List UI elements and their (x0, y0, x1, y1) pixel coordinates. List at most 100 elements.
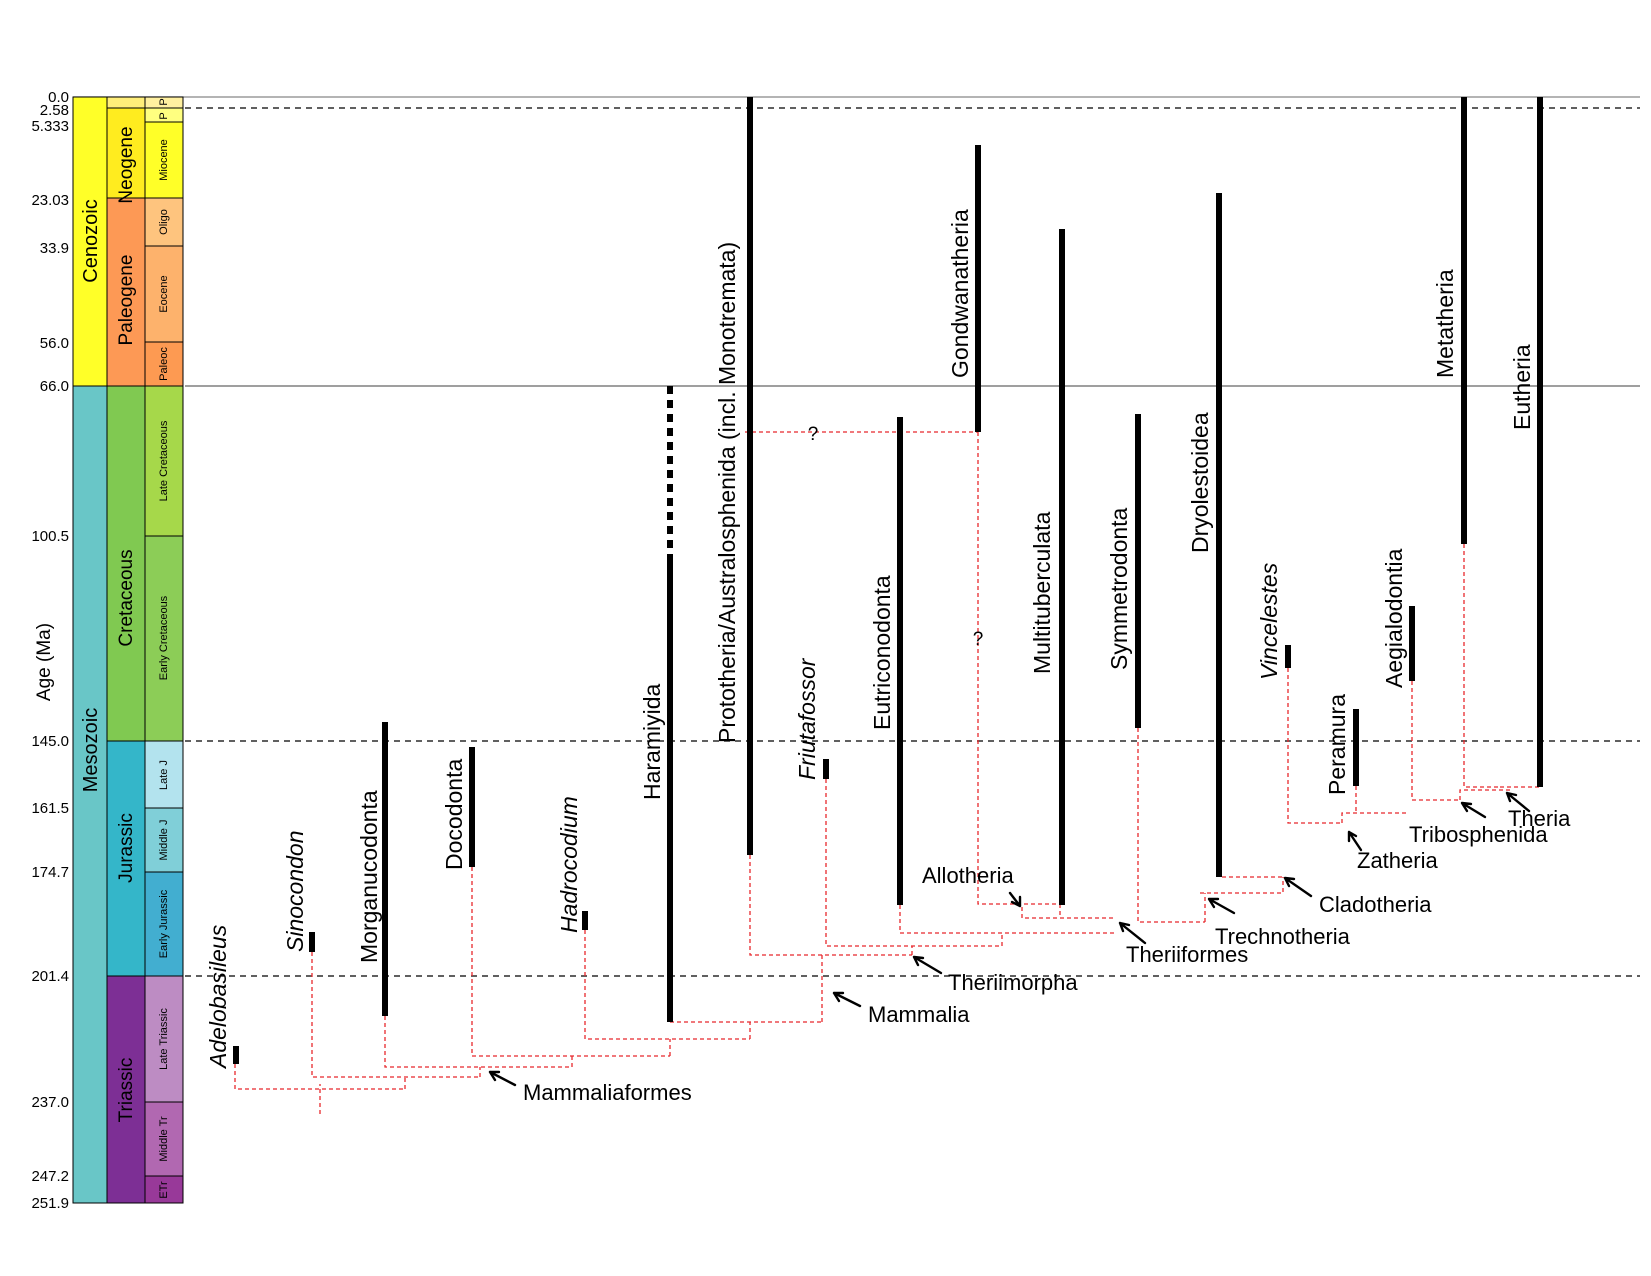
period-triassic-box (106, 975, 146, 1204)
period-jurassic-label: Jurassic (116, 813, 137, 883)
epoch-box (144, 341, 184, 387)
taxon-label: Hadrocodium (556, 796, 582, 933)
branch-adelobasileus (234, 1064, 405, 1090)
tick-label: 237.0 (31, 1094, 69, 1111)
tick-label: 2.58 (40, 102, 69, 119)
epoch-label: Eocene (158, 275, 170, 312)
clade-annotations: Mammaliaformes Mammalia Theriimorpha All… (488, 791, 1571, 1105)
taxon-label: Docodonta (441, 759, 467, 870)
branch-sinocondon (311, 952, 480, 1078)
tick-label: 174.7 (31, 864, 69, 881)
tick-label: 66.0 (40, 378, 69, 395)
branch-aegialodontia (1411, 681, 1460, 801)
taxon-label: Sinocondon (282, 831, 308, 953)
era-cenozoic-label: Cenozoic (80, 199, 102, 282)
era-mesozoic-label: Mesozoic (80, 708, 102, 792)
branch-symmetrodonta (1137, 728, 1205, 923)
taxon-label: Multituberculata (1029, 511, 1055, 674)
arrow-icon (832, 991, 862, 1008)
period-cretaceous-label: Cretaceous (116, 549, 137, 646)
range-bar-hadrocodium (582, 911, 588, 930)
branch-prototheria (749, 855, 912, 956)
tick-label: 251.9 (31, 1195, 69, 1212)
age-ticks: 0.0 2.58 5.333 23.03 33.9 56.0 66.0 100.… (31, 89, 69, 1212)
epoch-box (144, 975, 184, 1103)
epoch-box (144, 385, 184, 537)
epoch-label: P (158, 112, 170, 119)
epoch-label: Late Triassic (158, 1008, 170, 1070)
period-cretaceous-box (106, 385, 146, 742)
epoch-box (144, 740, 184, 809)
range-bar-vincelestes (1285, 645, 1291, 668)
arrow-icon (1118, 921, 1147, 945)
taxon-label: Eutriconodonta (869, 575, 895, 730)
axis-title: Age (Ma) (34, 623, 55, 701)
boundary-lines (73, 96, 1640, 977)
epoch-box (144, 121, 184, 199)
tick-label: 5.333 (31, 118, 69, 135)
range-bars (233, 97, 1543, 1064)
epoch-label: P (158, 98, 170, 105)
range-bar-gondwanatheria (975, 145, 981, 432)
range-bar-peramura (1353, 709, 1359, 786)
epoch-label: Paleoc (158, 347, 170, 381)
period-paleogene-label: Paleogene (116, 255, 137, 346)
epoch-box (144, 1175, 184, 1204)
range-bar-morganucodonta (382, 722, 388, 1016)
range-bar-docodonta (469, 747, 475, 867)
range-bar-adelobasileus (233, 1046, 239, 1064)
clade-label: Mammalia (868, 1002, 970, 1027)
era-column: Cenozoic Mesozoic (72, 96, 108, 1204)
epoch-column: P P Miocene Oligo Eocene Paleoc Late Cre… (144, 96, 184, 1204)
epoch-label: Oligo (158, 209, 170, 235)
period-jurassic-box (106, 740, 146, 977)
tick-label: 145.0 (31, 733, 69, 750)
epoch-label: Middle Tr (158, 1116, 170, 1162)
arrow-icon (1008, 891, 1022, 908)
arrow-icon (912, 955, 943, 975)
branch-docodonta (471, 867, 670, 1057)
tick-label: 161.5 (31, 800, 69, 817)
clade-label: Theriimorpha (948, 970, 1078, 995)
taxon-label: Haramiyida (639, 683, 665, 800)
branch-join-11 (1341, 812, 1407, 823)
clade-label: Theriiformes (1126, 942, 1248, 967)
taxon-label: Friutafossor (794, 657, 820, 780)
epoch-label: Late J (158, 760, 170, 790)
taxon-label: Dryolestoidea (1187, 412, 1213, 553)
epoch-box (144, 245, 184, 343)
taxon-label: Aegialodontia (1381, 548, 1407, 688)
period-quaternary-box (106, 96, 146, 109)
clade-arrows (488, 791, 1531, 1087)
clade-label: Allotheria (922, 863, 1014, 888)
branch-trechnotheria (1200, 877, 1284, 894)
arrow-icon (1347, 830, 1363, 852)
range-bar-haramiyida (667, 560, 673, 1022)
range-bar-dryolestoidea (1216, 193, 1222, 877)
branch-vincelestes (1287, 668, 1342, 824)
taxon-label: Gondwanatheria (947, 209, 973, 378)
taxon-label: Symmetrodonta (1106, 507, 1132, 670)
clade-label: Mammaliaformes (523, 1080, 692, 1105)
tick-label: 23.03 (31, 192, 69, 209)
uncertain-mark: ? (973, 629, 984, 650)
branch-allotheria (1021, 907, 1115, 919)
epoch-label: ETr (158, 1181, 170, 1199)
epoch-box (144, 535, 184, 742)
range-bar-symmetrodonta (1135, 414, 1141, 728)
period-paleogene-box (106, 197, 146, 387)
range-bar-friutafossor (823, 759, 829, 779)
branch-gondwanatheria (977, 432, 1060, 905)
taxon-label: Adelobasileus (205, 924, 231, 1070)
clade-label: Zatheria (1357, 848, 1438, 873)
tick-label: 201.4 (31, 968, 69, 985)
branch-eutriconodonta (899, 905, 1115, 934)
arrow-icon (1505, 791, 1531, 813)
period-neogene-label: Neogene (116, 126, 137, 203)
taxon-label: Eutheria (1509, 344, 1535, 430)
epoch-label: Early Cretaceous (158, 595, 170, 680)
branch-morganucodonta (384, 1016, 572, 1068)
epoch-label: Middle J (158, 820, 170, 861)
clade-label: Theria (1508, 806, 1571, 831)
